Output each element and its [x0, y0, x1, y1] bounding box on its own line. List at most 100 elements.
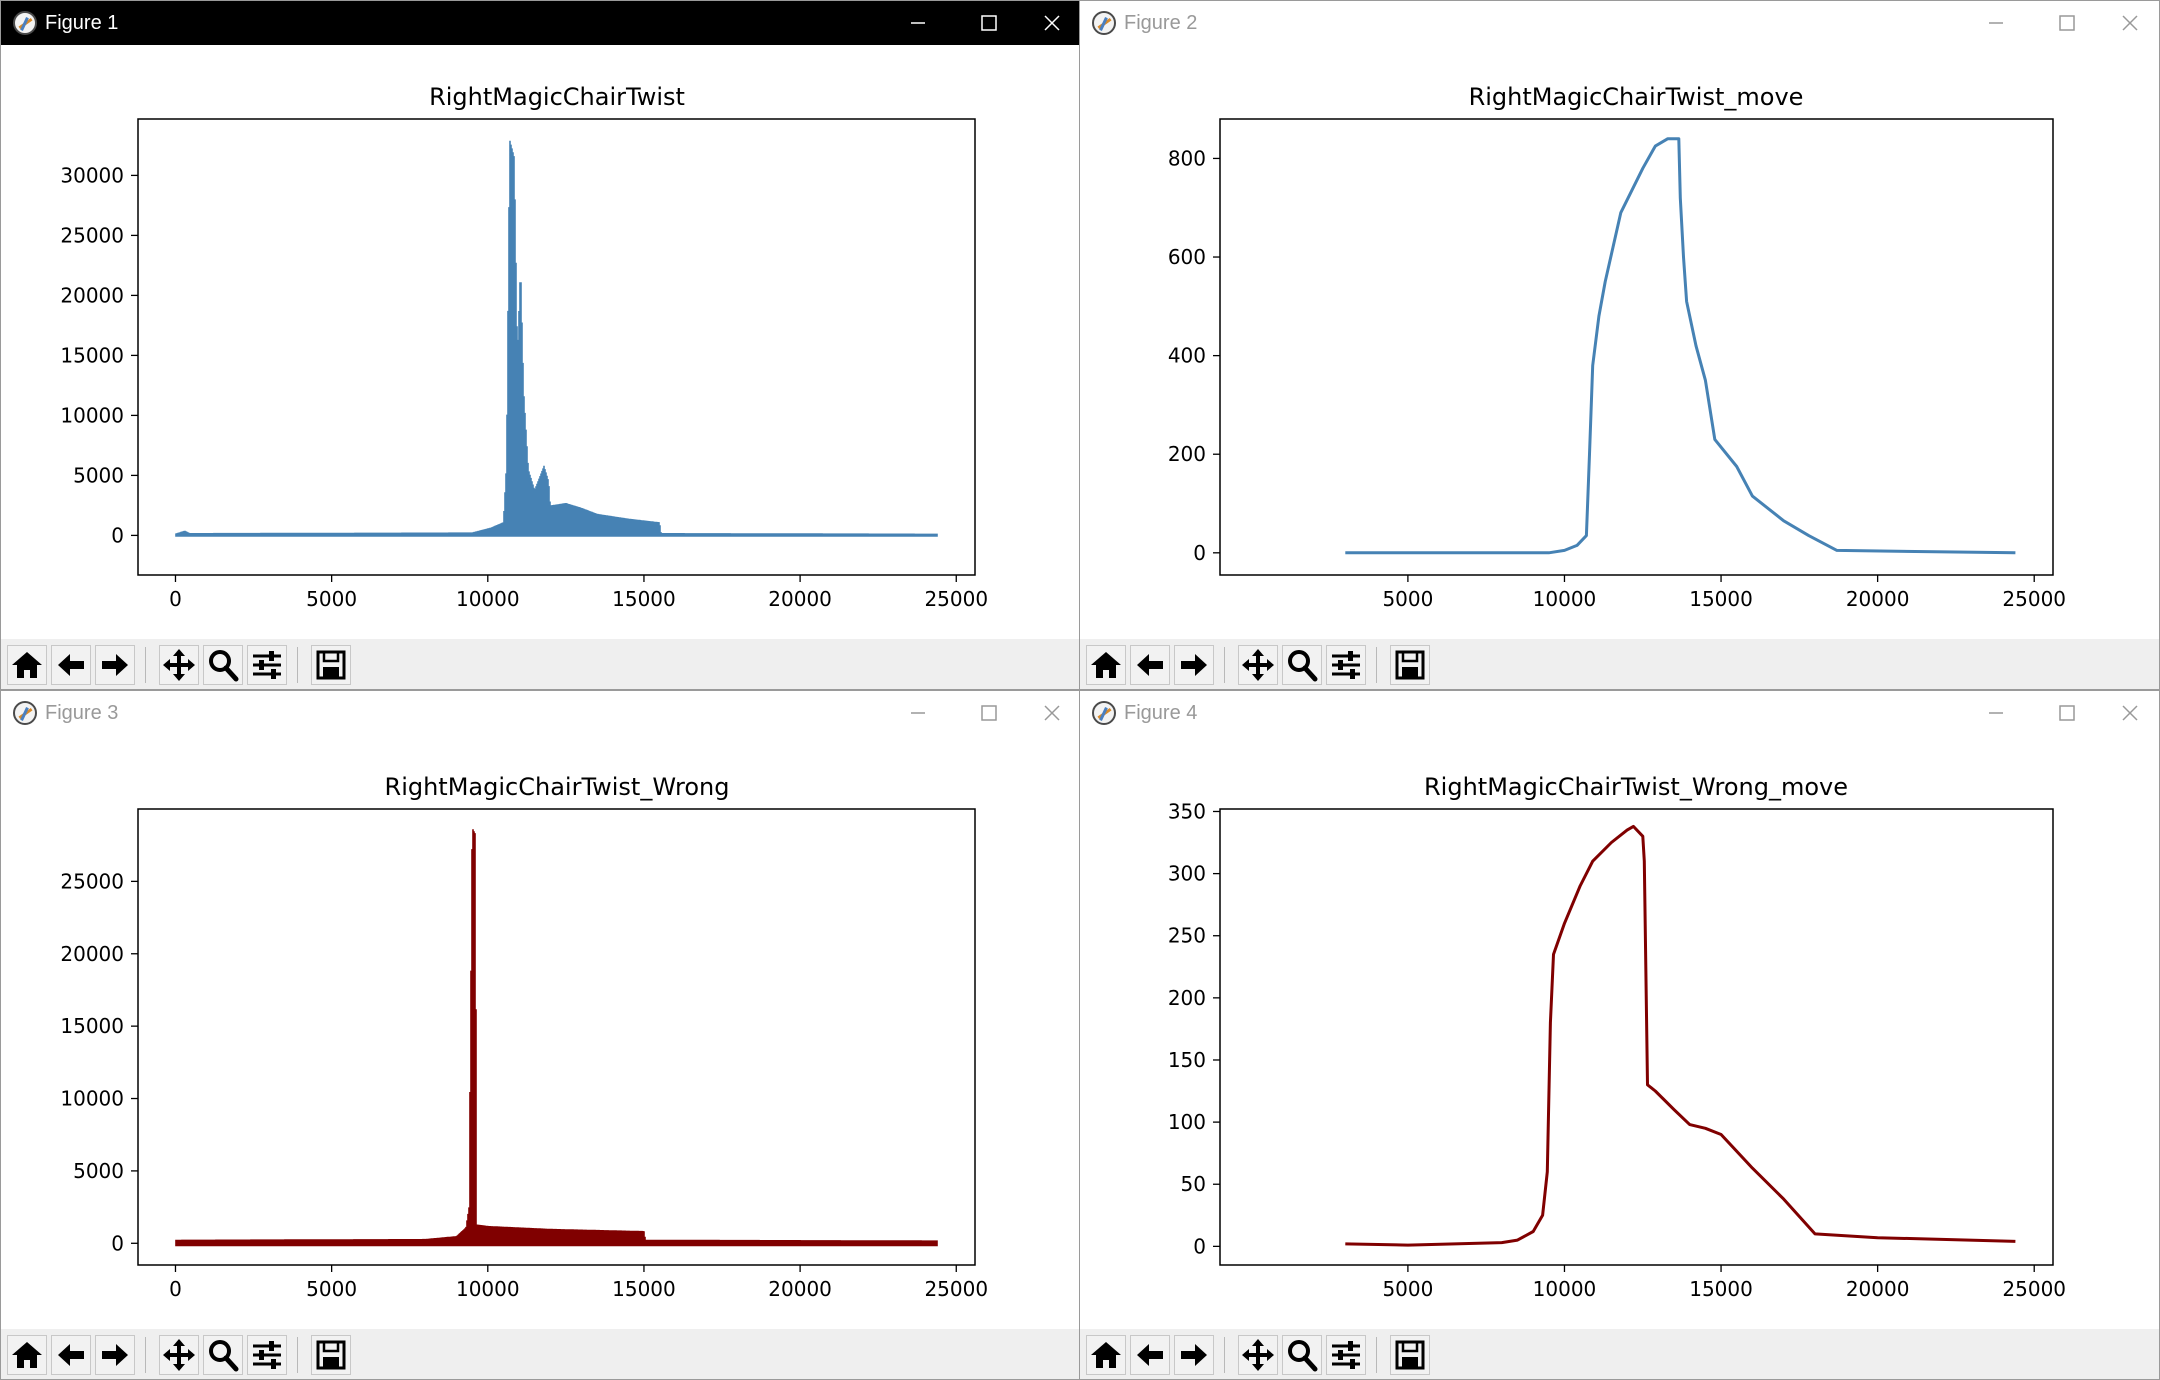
plot-area: RightMagicChairTwist_move 5000 10000 15000… [1080, 45, 2159, 639]
maximize-button[interactable] [965, 697, 1011, 729]
figure-1-window: Figure 1 RightMagicChairTwist 0 5000 10000… [0, 0, 1082, 690]
pan-button[interactable] [1238, 645, 1278, 685]
configure-subplots-button[interactable] [1326, 645, 1366, 685]
y-tick-label: 50 [1181, 1172, 1206, 1196]
pan-button[interactable] [1238, 1335, 1278, 1375]
save-button[interactable] [1390, 645, 1430, 685]
window-title: Figure 3 [45, 702, 119, 724]
close-button[interactable] [1029, 697, 1075, 729]
x-tick-label: 20000 [1846, 1277, 1910, 1301]
close-button[interactable] [2107, 697, 2153, 729]
y-tick-label: 300 [1168, 862, 1206, 886]
y-tick-label: 20000 [60, 942, 124, 966]
title-bar[interactable]: Figure 4 [1080, 691, 2159, 735]
app-icon [1092, 701, 1116, 725]
forward-button[interactable] [95, 1335, 135, 1375]
plot-area: RightMagicChairTwist_Wrong_move 5000 1000… [1080, 735, 2159, 1329]
x-tick-label: 25000 [2002, 587, 2066, 611]
home-button[interactable] [7, 645, 47, 685]
chart-title: RightMagicChairTwist_move [1469, 83, 1804, 111]
configure-subplots-button[interactable] [1326, 1335, 1366, 1375]
chart-title: RightMagicChairTwist_Wrong_move [1424, 773, 1848, 801]
y-tick-label: 350 [1168, 799, 1206, 823]
figure-2-window: Figure 2 RightMagicChairTwist_move 5000 1… [1079, 0, 2160, 690]
zoom-button[interactable] [203, 1335, 243, 1375]
zoom-button[interactable] [1282, 645, 1322, 685]
navigation-toolbar [1, 1329, 1081, 1379]
x-tick-label: 15000 [612, 587, 676, 611]
y-tick-label: 800 [1168, 146, 1206, 170]
y-tick-label: 20000 [60, 283, 124, 307]
x-tick-label: 15000 [612, 1277, 676, 1301]
x-tick-label: 25000 [2002, 1277, 2066, 1301]
y-tick-label: 15000 [60, 343, 124, 367]
y-tick-label: 0 [111, 1231, 124, 1255]
zoom-button[interactable] [1282, 1335, 1322, 1375]
x-tick-label: 0 [169, 587, 182, 611]
maximize-button[interactable] [965, 7, 1011, 39]
x-tick-label: 5000 [1382, 1277, 1433, 1301]
y-tick-label: 600 [1168, 245, 1206, 269]
minimize-button[interactable] [1973, 7, 2019, 39]
figure-3-window: Figure 3 RightMagicChairTwist_Wrong 0 500… [0, 690, 1082, 1380]
close-button[interactable] [2107, 7, 2153, 39]
window-title: Figure 1 [45, 12, 119, 34]
back-button[interactable] [51, 1335, 91, 1375]
home-button[interactable] [1086, 1335, 1126, 1375]
toolbar-separator [1224, 1337, 1225, 1373]
y-tick-label: 10000 [60, 403, 124, 427]
x-tick-label: 15000 [1689, 587, 1753, 611]
pan-button[interactable] [159, 645, 199, 685]
x-tick-label: 10000 [456, 587, 520, 611]
y-tick-label: 5000 [73, 1159, 124, 1183]
home-button[interactable] [1086, 645, 1126, 685]
forward-button[interactable] [1174, 1335, 1214, 1375]
axes-frame [137, 118, 976, 576]
x-tick-label: 20000 [768, 1277, 832, 1301]
y-tick-label: 200 [1168, 442, 1206, 466]
axes-frame [1219, 118, 2054, 576]
plot-area: RightMagicChairTwist 0 5000 10000 15000 2000… [1, 45, 1081, 639]
title-bar[interactable]: Figure 2 [1080, 1, 2159, 45]
axes-frame [1219, 808, 2054, 1266]
home-button[interactable] [7, 1335, 47, 1375]
forward-button[interactable] [1174, 645, 1214, 685]
app-icon [13, 701, 37, 725]
toolbar-separator [1376, 1337, 1377, 1373]
app-icon [13, 11, 37, 35]
save-button[interactable] [311, 1335, 351, 1375]
save-button[interactable] [311, 645, 351, 685]
x-tick-label: 5000 [306, 1277, 357, 1301]
pan-button[interactable] [159, 1335, 199, 1375]
figure-4-window: Figure 4 RightMagicChairTwist_Wrong_move… [1079, 690, 2160, 1380]
minimize-button[interactable] [1973, 697, 2019, 729]
window-title: Figure 2 [1124, 12, 1198, 34]
y-tick-label: 5000 [73, 463, 124, 487]
close-button[interactable] [1029, 7, 1075, 39]
back-button[interactable] [1130, 645, 1170, 685]
back-button[interactable] [51, 645, 91, 685]
toolbar-separator [297, 647, 298, 683]
maximize-button[interactable] [2043, 7, 2089, 39]
y-tick-label: 0 [111, 523, 124, 547]
title-bar[interactable]: Figure 1 [1, 1, 1081, 45]
back-button[interactable] [1130, 1335, 1170, 1375]
chart-title: RightMagicChairTwist [429, 83, 685, 111]
x-tick-label: 10000 [1533, 1277, 1597, 1301]
configure-subplots-button[interactable] [247, 645, 287, 685]
title-bar[interactable]: Figure 3 [1, 691, 1081, 735]
y-tick-label: 400 [1168, 344, 1206, 368]
toolbar-separator [297, 1337, 298, 1373]
save-button[interactable] [1390, 1335, 1430, 1375]
y-tick-label: 15000 [60, 1014, 124, 1038]
y-tick-label: 100 [1168, 1110, 1206, 1134]
configure-subplots-button[interactable] [247, 1335, 287, 1375]
maximize-button[interactable] [2043, 697, 2089, 729]
x-tick-label: 15000 [1689, 1277, 1753, 1301]
minimize-button[interactable] [895, 7, 941, 39]
data-series-line [1345, 137, 2016, 555]
zoom-button[interactable] [203, 645, 243, 685]
minimize-button[interactable] [895, 697, 941, 729]
forward-button[interactable] [95, 645, 135, 685]
toolbar-separator [1376, 647, 1377, 683]
